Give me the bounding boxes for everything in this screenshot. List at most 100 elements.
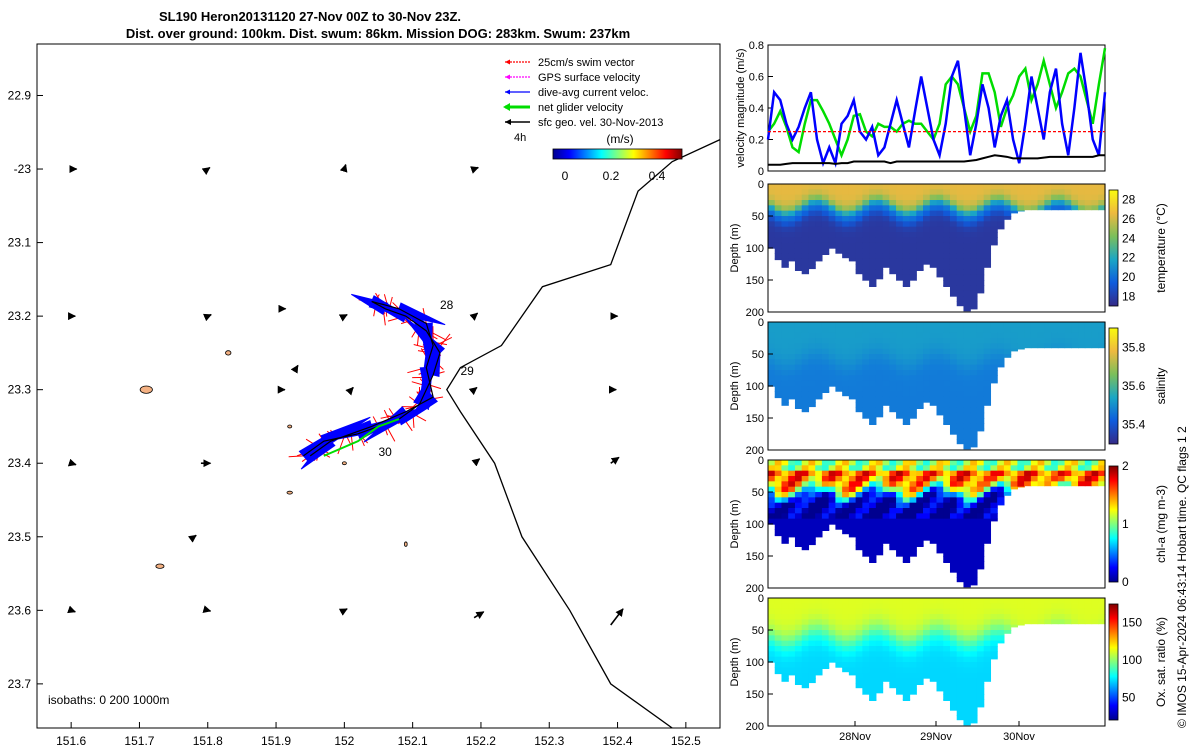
section-cell <box>963 608 971 615</box>
section-cell <box>970 418 978 424</box>
section-cell <box>781 534 789 541</box>
section-cell <box>774 232 783 238</box>
section-cell <box>963 572 971 578</box>
section-cell <box>862 327 870 334</box>
section-cell <box>956 269 965 276</box>
section-cell <box>956 264 965 270</box>
section-cell <box>828 343 836 350</box>
section-cell <box>1010 205 1018 212</box>
section-cell <box>821 614 830 620</box>
section-cell <box>855 322 863 328</box>
section-cell <box>788 476 796 482</box>
section-cell <box>788 470 796 477</box>
island <box>139 385 153 394</box>
section-cell <box>781 619 789 626</box>
section-cell <box>774 524 783 530</box>
section-cell <box>774 205 783 212</box>
section-cell <box>896 619 904 626</box>
section-cell <box>801 470 810 477</box>
section-cell <box>768 492 776 498</box>
section-cell <box>956 710 965 716</box>
section-cell <box>1078 332 1086 339</box>
section-cell <box>976 508 985 514</box>
section-cell <box>1051 470 1059 477</box>
section-cell <box>889 237 897 244</box>
section-cell <box>943 364 951 371</box>
section-cell <box>949 237 958 244</box>
section-cell <box>768 656 776 663</box>
section-cell <box>976 412 985 419</box>
section-cell <box>768 608 776 615</box>
section-cell <box>929 619 938 626</box>
section-cell <box>929 205 938 212</box>
section-cell <box>842 624 850 631</box>
section-cell <box>869 524 877 530</box>
section-cell <box>896 608 904 615</box>
section-cell <box>1010 338 1018 344</box>
section-cell <box>929 502 938 509</box>
section-cell <box>983 327 992 334</box>
section-cell <box>943 418 951 424</box>
section-cell <box>875 348 884 355</box>
section-cell <box>929 651 938 658</box>
section-cell <box>1064 327 1072 334</box>
section-cell <box>1051 614 1059 620</box>
section-cell <box>943 662 951 668</box>
section-cell <box>916 237 924 244</box>
section-cell <box>970 359 978 366</box>
section-cell <box>882 534 890 541</box>
section-cell <box>956 412 965 419</box>
section-cell <box>963 242 971 249</box>
section-cell <box>956 614 965 620</box>
section-cell <box>1003 189 1012 196</box>
section-cell <box>862 635 870 642</box>
section-cell <box>794 486 803 493</box>
section-cell <box>923 396 931 403</box>
section-cell <box>1017 624 1025 626</box>
section-cell <box>923 348 931 355</box>
section-cell <box>1017 470 1025 477</box>
section-cell <box>875 338 884 344</box>
section-cell <box>774 338 783 344</box>
section-cell <box>970 343 978 350</box>
section-cell <box>1091 619 1099 625</box>
section-cell <box>1030 343 1039 349</box>
section-cell <box>1037 327 1045 334</box>
section-cell <box>949 465 958 472</box>
section-cell <box>808 338 816 344</box>
section-cell <box>1091 476 1099 482</box>
section-cell <box>869 248 877 254</box>
section-cell <box>902 322 911 328</box>
section-cell <box>896 264 904 270</box>
section-cell <box>781 402 789 406</box>
section-cell <box>828 630 836 636</box>
section-cell <box>848 375 857 382</box>
section-cell <box>889 667 897 674</box>
section-cell <box>889 226 897 233</box>
section-cell <box>842 470 850 477</box>
section-cell <box>949 624 958 631</box>
section-cell <box>936 232 944 238</box>
section-cell <box>1064 343 1072 349</box>
section-cell <box>936 242 944 249</box>
section-cell <box>909 322 917 328</box>
section-cell <box>936 200 944 206</box>
section-cell <box>821 364 830 371</box>
section-cell <box>882 508 890 514</box>
section-cell <box>862 194 870 201</box>
section-cell <box>902 407 911 414</box>
section-cell <box>943 402 951 408</box>
section-cell <box>923 237 931 244</box>
section-cell <box>902 651 911 658</box>
section-cell <box>1044 470 1052 477</box>
section-cell <box>808 380 816 387</box>
section-cell <box>909 524 917 530</box>
section-cell <box>882 619 890 626</box>
section-cell <box>801 497 810 504</box>
net-glider-velocity <box>323 418 400 457</box>
section-cell <box>943 646 951 652</box>
section-cell <box>956 662 965 668</box>
section-cell <box>815 460 823 466</box>
section-cell <box>842 370 850 376</box>
section-cell <box>909 370 917 376</box>
